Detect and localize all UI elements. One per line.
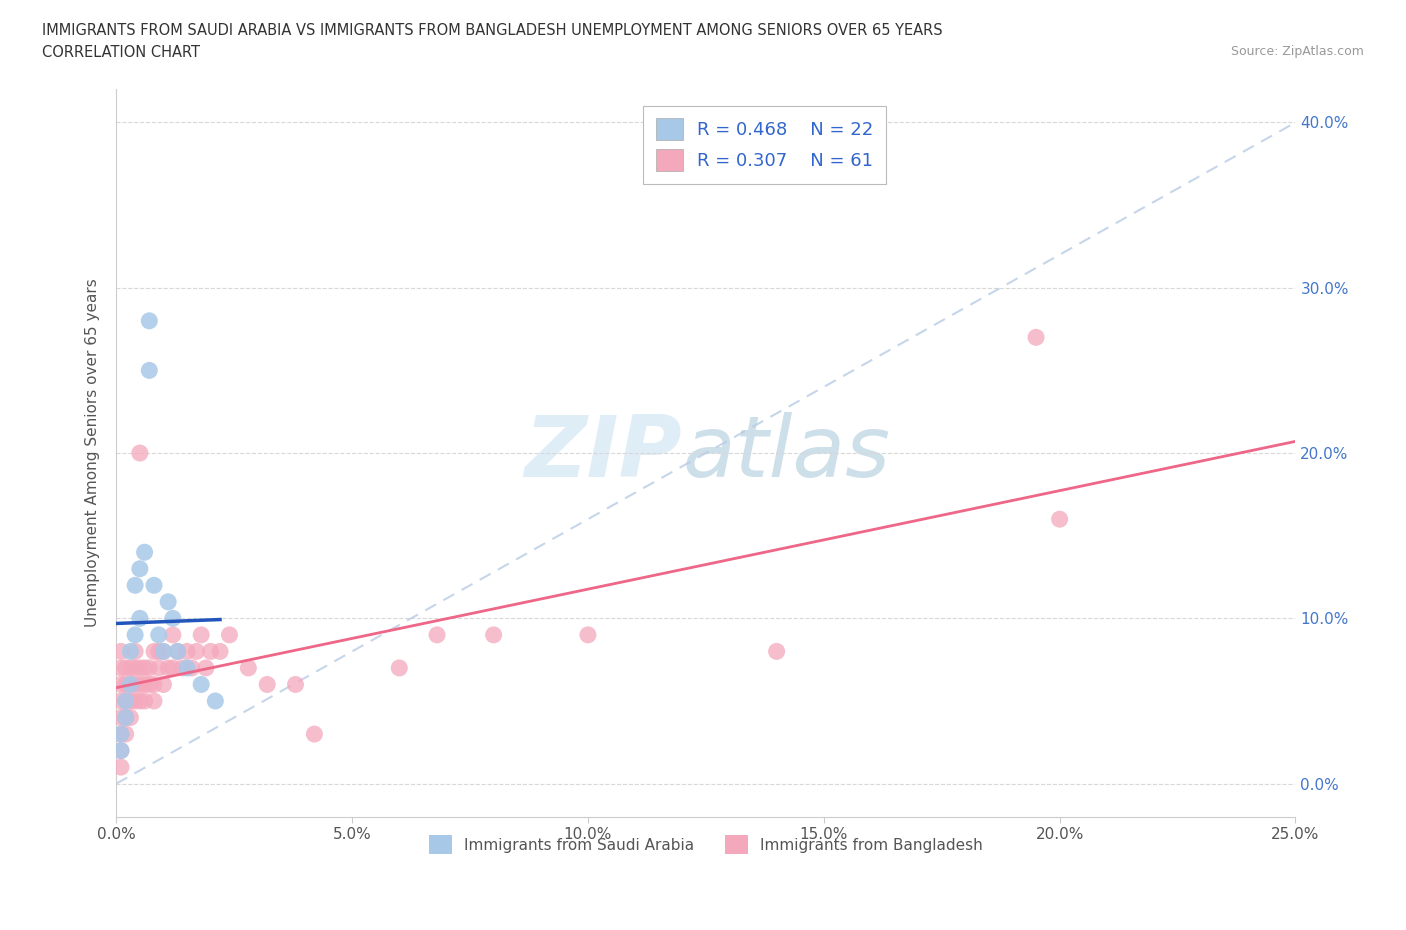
Point (128, 611, 150, 626)
Point (114, 726, 136, 741)
Point (576, 628, 599, 643)
Point (124, 578, 146, 592)
Point (114, 711, 136, 725)
Point (186, 644, 208, 658)
Point (256, 677, 278, 692)
Point (114, 694, 136, 709)
Point (1049, 512, 1071, 526)
Point (110, 743, 132, 758)
Point (128, 694, 150, 709)
Point (204, 694, 226, 709)
Point (426, 628, 449, 643)
Point (162, 611, 184, 626)
Point (110, 711, 132, 725)
Point (194, 660, 217, 675)
Point (162, 660, 184, 675)
Point (124, 660, 146, 675)
Point (120, 677, 142, 692)
Point (120, 677, 142, 692)
Point (166, 644, 188, 658)
Point (120, 644, 142, 658)
Point (388, 660, 411, 675)
Point (110, 660, 132, 675)
Point (143, 677, 166, 692)
Point (120, 711, 142, 725)
Point (110, 677, 132, 692)
Point (110, 726, 132, 741)
Point (157, 594, 180, 609)
Text: Source: ZipAtlas.com: Source: ZipAtlas.com (1230, 45, 1364, 58)
Point (176, 644, 198, 658)
Point (200, 644, 222, 658)
Y-axis label: Unemployment Among Seniors over 65 years: Unemployment Among Seniors over 65 years (86, 279, 100, 628)
Point (218, 628, 240, 643)
Point (143, 694, 166, 709)
Point (172, 660, 194, 675)
Point (110, 644, 132, 658)
Point (152, 677, 174, 692)
Point (120, 660, 142, 675)
Legend: Immigrants from Saudi Arabia, Immigrants from Bangladesh: Immigrants from Saudi Arabia, Immigrants… (423, 830, 988, 860)
Point (138, 313, 160, 328)
Point (209, 644, 232, 658)
Point (134, 660, 156, 675)
Point (128, 660, 150, 675)
Text: atlas: atlas (682, 412, 890, 495)
Point (148, 660, 170, 675)
Point (138, 677, 160, 692)
Point (124, 628, 146, 643)
Point (152, 644, 174, 658)
Point (176, 660, 198, 675)
Point (166, 644, 188, 658)
Point (110, 760, 132, 775)
Point (128, 562, 150, 577)
Point (765, 644, 787, 658)
Point (114, 711, 136, 725)
Point (124, 644, 146, 658)
Point (190, 677, 212, 692)
Point (114, 694, 136, 709)
Point (138, 363, 160, 378)
Point (110, 694, 132, 709)
Point (482, 628, 505, 643)
Point (143, 644, 166, 658)
Point (114, 677, 136, 692)
Point (110, 726, 132, 741)
Point (152, 644, 174, 658)
Text: ZIP: ZIP (524, 412, 682, 495)
Point (138, 660, 160, 675)
Point (148, 644, 170, 658)
Point (143, 578, 166, 592)
Point (162, 628, 184, 643)
Point (128, 445, 150, 460)
Point (134, 677, 156, 692)
Point (284, 677, 307, 692)
Point (124, 694, 146, 709)
Point (1025, 330, 1047, 345)
Point (157, 660, 180, 675)
Point (148, 628, 170, 643)
Point (190, 628, 212, 643)
Point (124, 677, 146, 692)
Point (134, 694, 156, 709)
Point (304, 726, 326, 741)
Point (120, 694, 142, 709)
Point (180, 660, 202, 675)
Point (238, 660, 260, 675)
Text: IMMIGRANTS FROM SAUDI ARABIA VS IMMIGRANTS FROM BANGLADESH UNEMPLOYMENT AMONG SE: IMMIGRANTS FROM SAUDI ARABIA VS IMMIGRAN… (42, 23, 943, 38)
Point (134, 545, 156, 560)
Point (128, 677, 150, 692)
Text: CORRELATION CHART: CORRELATION CHART (42, 45, 200, 60)
Point (110, 743, 132, 758)
Point (114, 660, 136, 675)
